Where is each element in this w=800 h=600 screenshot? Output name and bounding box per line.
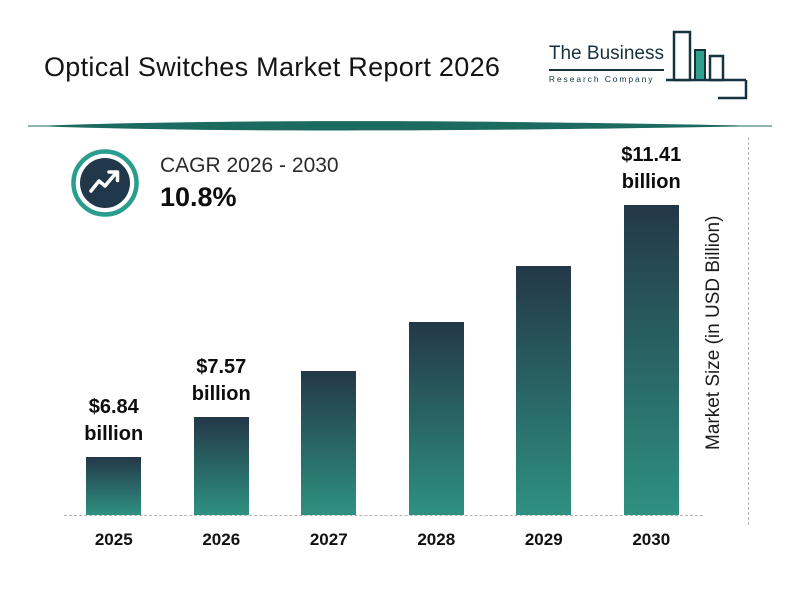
bar-column-2029: 2029 <box>490 135 598 549</box>
bar-value-label: $6.84 billion <box>84 396 144 445</box>
logo-text: The Business Research Company <box>548 43 664 84</box>
cagr-label: CAGR 2026 - 2030 <box>160 153 339 177</box>
bar-chart: $6.84 billion 2025 $7.57 billion 2026 2027 2028… <box>60 135 705 565</box>
x-axis-tick-label: 2025 <box>94 530 133 549</box>
bar-column-2027: 2027 <box>275 135 383 549</box>
section-divider <box>28 121 772 131</box>
x-axis-tick-label: 2029 <box>524 530 563 549</box>
chart-baseline <box>64 515 703 516</box>
bar-column-2025: $6.84 billion 2025 <box>60 135 168 549</box>
x-axis-tick-label: 2030 <box>632 530 671 549</box>
bar-2027 <box>301 371 357 515</box>
x-axis-tick-label: 2026 <box>202 530 241 549</box>
logo-company-name: The Business <box>548 43 664 71</box>
bar-column-2030: $11.41 billion 2030 <box>598 135 706 549</box>
bar-2028 <box>408 322 464 515</box>
bar-2030 <box>623 205 679 515</box>
x-axis-tick-label: 2028 <box>417 530 456 549</box>
growth-trend-icon <box>71 149 139 217</box>
bar-value-label: $7.57 billion <box>191 356 251 405</box>
company-logo: The Business Research Company <box>548 28 748 100</box>
cagr-block: CAGR 2026 - 2030 10.8% <box>70 148 339 218</box>
bar-column-2026: $7.57 billion 2026 <box>168 135 276 549</box>
x-axis-tick-label: 2027 <box>309 530 348 549</box>
cagr-value: 10.8% <box>160 181 237 212</box>
cagr-texts: CAGR 2026 - 2030 10.8% <box>160 154 339 213</box>
y-axis-label: Market Size (in USD Billion) <box>703 215 724 450</box>
bar-value-label: $11.41 billion <box>621 144 682 193</box>
bar-2026 <box>193 417 249 515</box>
page-title: Optical Switches Market Report 2026 <box>44 52 501 83</box>
bar-2025 <box>86 457 142 515</box>
bar-series: $6.84 billion 2025 $7.57 billion 2026 2027 2028… <box>60 135 706 549</box>
logo-bars-icon <box>666 30 748 100</box>
y-axis-dashed-line <box>748 137 749 525</box>
bar-column-2028: 2028 <box>383 135 491 549</box>
bar-2029 <box>516 266 572 515</box>
logo-company-subtitle: Research Company <box>548 74 655 84</box>
